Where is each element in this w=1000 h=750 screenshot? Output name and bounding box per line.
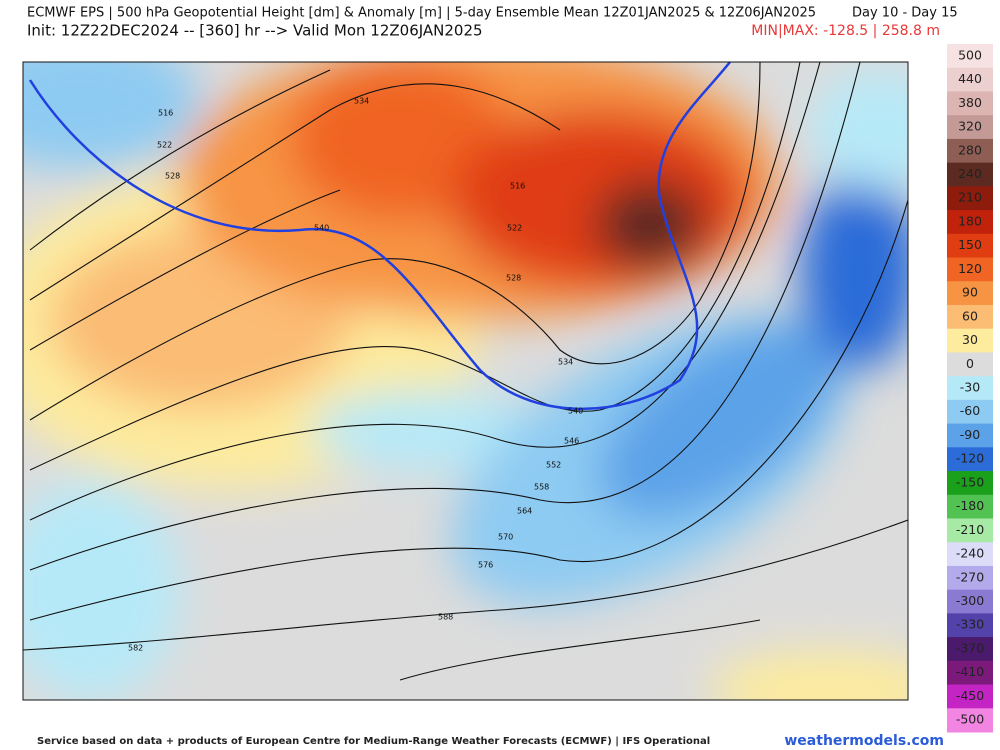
colorbar-swatch — [947, 233, 993, 259]
contour-label: 546 — [564, 437, 579, 446]
colorbar-swatch — [947, 518, 993, 543]
colorbar-label: -60 — [960, 403, 980, 418]
colorbar-swatch — [947, 660, 993, 686]
colorbar-swatch — [947, 281, 993, 306]
colorbar-label: -180 — [956, 498, 984, 513]
colorbar-swatch — [947, 210, 993, 235]
colorbar-label: 0 — [966, 356, 974, 371]
colorbar-swatch — [947, 423, 993, 448]
colorbar-swatch — [947, 115, 993, 140]
colorbar-label: 210 — [958, 190, 982, 205]
colorbar-swatch — [947, 637, 993, 662]
contour-label: 540 — [568, 407, 583, 416]
contour-label: 564 — [517, 507, 532, 516]
colorbar-swatch — [947, 589, 993, 614]
init-line: Init: 12Z22DEC2024 -- [360] hr --> Valid… — [27, 22, 483, 40]
colorbar-label: -450 — [956, 688, 984, 703]
colorbar-label: -370 — [956, 640, 984, 655]
colorbar-swatch — [947, 91, 993, 116]
colorbar-label: -120 — [956, 451, 984, 466]
colorbar-label: 240 — [958, 166, 982, 181]
colorbar-label: 150 — [958, 237, 982, 252]
colorbar-label: 30 — [962, 332, 978, 347]
contour-label: 558 — [534, 483, 549, 492]
colorbar-label: 90 — [962, 285, 978, 300]
colorbar-swatch — [947, 186, 993, 211]
colorbar-label: 380 — [958, 95, 982, 110]
footer-credit: Service based on data + products of Euro… — [37, 736, 710, 747]
contour-label: 516 — [510, 182, 525, 191]
colorbar-label: 320 — [958, 119, 982, 134]
min-max: MIN|MAX: -128.5 | 258.8 m — [751, 23, 940, 39]
colorbar-label: -410 — [956, 664, 984, 679]
colorbar-swatch — [947, 328, 993, 353]
colorbar-swatch — [947, 44, 993, 69]
colorbar: 500 440 380 320 280 240 210 180 150 120 90 60 30 0 -30… — [947, 44, 993, 733]
colorbar-label: 180 — [958, 213, 982, 228]
contour-label: 576 — [478, 561, 493, 570]
colorbar-label: -240 — [956, 546, 984, 561]
colorbar-swatch — [947, 613, 993, 638]
contour-label: 570 — [498, 533, 513, 542]
colorbar-label: 120 — [958, 261, 982, 276]
colorbar-swatch — [947, 399, 993, 425]
colorbar-label: -270 — [956, 569, 984, 584]
colorbar-label: -30 — [960, 380, 980, 395]
colorbar-swatch — [947, 542, 993, 567]
site-name: weathermodels.com — [784, 733, 944, 749]
contour-label: 522 — [157, 141, 172, 150]
contour-label: 534 — [558, 358, 573, 367]
colorbar-label: 60 — [962, 308, 978, 323]
colorbar-swatch — [947, 67, 993, 92]
contour-label: 588 — [438, 613, 453, 622]
contour-label: 552 — [546, 461, 561, 470]
contour-label: 534 — [354, 97, 369, 106]
contour-label: 516 — [158, 109, 173, 118]
colorbar-label: -150 — [956, 474, 984, 489]
contour-labels: 516 522 528 540 534 516 522 528 534 540 … — [128, 97, 583, 653]
contour-label: 528 — [506, 274, 521, 283]
colorbar-label: 440 — [958, 71, 982, 86]
colorbar-swatch — [947, 565, 993, 591]
colorbar-label: -90 — [960, 427, 980, 442]
day-range: Day 10 - Day 15 — [852, 6, 958, 21]
colorbar-swatch — [947, 138, 993, 164]
colorbar-swatch — [947, 257, 993, 282]
colorbar-swatch — [947, 304, 993, 330]
colorbar-swatch — [947, 447, 993, 472]
colorbar-swatch — [947, 684, 993, 709]
colorbar-swatch — [947, 376, 993, 401]
contour-label: 528 — [165, 172, 180, 181]
contour-label: 522 — [507, 224, 522, 233]
contour-label: 582 — [128, 644, 143, 653]
contour-label: 540 — [314, 224, 329, 233]
colorbar-label: -210 — [956, 522, 984, 537]
map — [23, 62, 908, 700]
colorbar-label: -330 — [956, 617, 984, 632]
colorbar-swatch — [947, 471, 993, 496]
colorbar-label: -500 — [956, 712, 984, 727]
colorbar-label: 280 — [958, 142, 982, 157]
colorbar-swatch — [947, 162, 993, 187]
colorbar-label: -300 — [956, 593, 984, 608]
colorbar-swatch — [947, 352, 993, 377]
colorbar-label: 500 — [958, 47, 982, 62]
title: ECMWF EPS | 500 hPa Geopotential Height … — [27, 6, 816, 21]
colorbar-swatch — [947, 494, 993, 519]
colorbar-swatch — [947, 708, 993, 733]
